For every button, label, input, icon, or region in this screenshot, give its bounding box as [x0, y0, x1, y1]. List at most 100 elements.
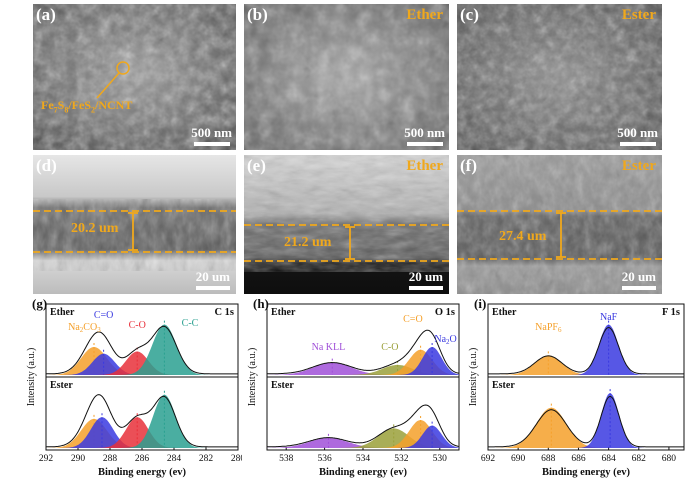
- sem-image-c: [457, 4, 662, 150]
- scale-bar-b: 500 nm: [404, 125, 445, 146]
- envelope-i-ether: [488, 327, 684, 375]
- peak-g-ester-2: [46, 417, 238, 448]
- panel-label-e: (e): [247, 156, 266, 175]
- label-naf: NaF: [600, 312, 618, 323]
- scale-bar-d: 20 um: [196, 269, 230, 290]
- x-tick-label-h-532: 532: [394, 454, 409, 464]
- peak-g-ether-2: [46, 351, 238, 375]
- x-tick-label-h-536: 536: [317, 454, 332, 464]
- envelope-i-ester: [488, 395, 684, 448]
- scale-bar-e: 20 um: [409, 269, 443, 290]
- sem-panel-e: (e) Ether 21.2 um 20 um: [244, 155, 449, 294]
- scale-line-d: [195, 286, 230, 290]
- envelope-g-ester: [45, 394, 238, 448]
- row-label-g-ester: Ester: [50, 380, 73, 391]
- x-tick-label-i-684: 684: [601, 454, 616, 464]
- panel-label-b: (b): [247, 5, 268, 24]
- scale-label-e: 20 um: [408, 269, 443, 284]
- label-c-o: C-O: [381, 342, 398, 353]
- x-tick-label-g-292: 292: [39, 454, 54, 464]
- x-tick-label-i-686: 686: [571, 454, 586, 464]
- chart-title-h: O 1s: [435, 307, 455, 318]
- peak-i-ether-0: [488, 355, 684, 375]
- condition-label-f: Ester: [621, 158, 656, 174]
- y-axis-label-h: Intensity (a.u.): [247, 348, 258, 407]
- peak-i-ester-0: [488, 407, 684, 448]
- xps-svg-i: 692 690 688 686 684 682 680 Binding energy (ev)…: [468, 296, 685, 478]
- thickness-label-e: 21.2 um: [284, 235, 332, 250]
- thickness-label-f: 27.4 um: [499, 229, 547, 244]
- peak-i-ether-1: [488, 324, 684, 375]
- panel-label-h: (h): [253, 298, 269, 311]
- label-napf6: NaPF6: [535, 322, 562, 334]
- label-c-c: C-C: [182, 318, 199, 329]
- xps-svg-g: 292 290 288 286 284 282 280 Binding energy (ev)…: [26, 296, 245, 478]
- row-label-h-ether: Ether: [271, 307, 296, 318]
- x-tick-label-g-284: 284: [167, 454, 182, 464]
- scale-label-d: 20 um: [195, 269, 230, 284]
- x-axis-label-i: Binding energy (ev): [542, 467, 631, 478]
- x-tick-label-g-280: 280: [231, 454, 242, 464]
- peak-g-ester-1: [46, 417, 238, 448]
- sem-image-f: [457, 155, 662, 294]
- row-label-h-ester: Ester: [271, 380, 294, 391]
- chart-title-i: F 1s: [662, 307, 680, 318]
- x-tick-label-g-286: 286: [135, 454, 150, 464]
- peak-i-ester-1: [488, 393, 684, 448]
- label-c-o-double: C=O: [403, 314, 423, 325]
- thickness-label-d: 20.2 um: [71, 221, 119, 236]
- scale-label-a: 500 nm: [191, 125, 232, 140]
- label-c-o-single: C-O: [129, 320, 146, 331]
- scale-line-f: [621, 286, 656, 290]
- peak-h-ether-3: [267, 347, 459, 375]
- panel-label-g: (g): [32, 298, 47, 311]
- envelope-g-ether: [45, 325, 238, 375]
- peak-h-ether-0: [267, 362, 459, 375]
- sem-image-b: [244, 4, 449, 150]
- envelope-h-ether: [267, 329, 460, 375]
- panel-label-f: (f): [460, 156, 477, 175]
- scale-label-c: 500 nm: [617, 125, 658, 140]
- x-axis-label-g: Binding energy (ev): [98, 467, 187, 478]
- x-tick-label-i-680: 680: [662, 454, 677, 464]
- scale-label-f: 20 um: [621, 269, 656, 284]
- row-label-i-ester: Ester: [492, 380, 515, 391]
- xps-chart-h: 538 536 534 532 530 Binding energy (ev) Intens…: [245, 296, 463, 483]
- x-tick-label-g-288: 288: [103, 454, 118, 464]
- condition-label-c: Ester: [621, 7, 656, 23]
- y-axis-label-i: Intensity (a.u.): [468, 348, 479, 407]
- condition-label-b: Ether: [406, 7, 443, 23]
- peak-h-ester-0: [267, 437, 459, 448]
- scale-bar-f: 20 um: [622, 269, 656, 290]
- scale-line-e: [408, 286, 443, 290]
- peak-h-ester-2: [267, 420, 459, 448]
- label-c-o-double: C=O: [94, 310, 114, 321]
- panel-label-i: (i): [474, 298, 486, 311]
- scale-line-c: [619, 142, 656, 146]
- composite-annotation: Fe7S8/FeS2/NCNT: [41, 98, 133, 115]
- sem-panel-a: (a) Fe7S8/FeS2/NCNT 500 nm: [33, 4, 236, 150]
- x-tick-label-g-282: 282: [199, 454, 214, 464]
- sem-image-d: [33, 155, 236, 294]
- envelope-h-ester: [267, 404, 460, 448]
- scale-line-b: [406, 142, 443, 146]
- xps-chart-i: 692 690 688 686 684 682 680 Binding energy (ev)…: [466, 296, 685, 483]
- chart-title-g: C 1s: [214, 307, 234, 318]
- scale-bar-a: 500 nm: [191, 125, 232, 146]
- panel-label-a: (a): [36, 5, 56, 24]
- row-label-g-ether: Ether: [50, 307, 75, 318]
- sem-image-a: [33, 4, 236, 150]
- xps-chart-g: 292 290 288 286 284 282 280 Binding energy (ev)…: [24, 296, 245, 483]
- x-tick-label-h-534: 534: [356, 454, 371, 464]
- label-na2o: Na2O: [434, 334, 456, 346]
- panel-label-c: (c): [460, 5, 479, 24]
- sem-panel-c: (c) Ester 500 nm: [457, 4, 662, 150]
- sem-panel-b: (b) Ether 500 nm: [244, 4, 449, 150]
- peak-g-ether-1: [46, 353, 238, 375]
- panel-label-d: (d): [36, 156, 57, 175]
- scale-line-a: [193, 142, 230, 146]
- row-label-i-ether: Ether: [492, 307, 517, 318]
- label-na2co3: Na2CO3: [68, 322, 101, 334]
- peak-h-ester-3: [267, 425, 459, 448]
- x-tick-label-h-530: 530: [433, 454, 448, 464]
